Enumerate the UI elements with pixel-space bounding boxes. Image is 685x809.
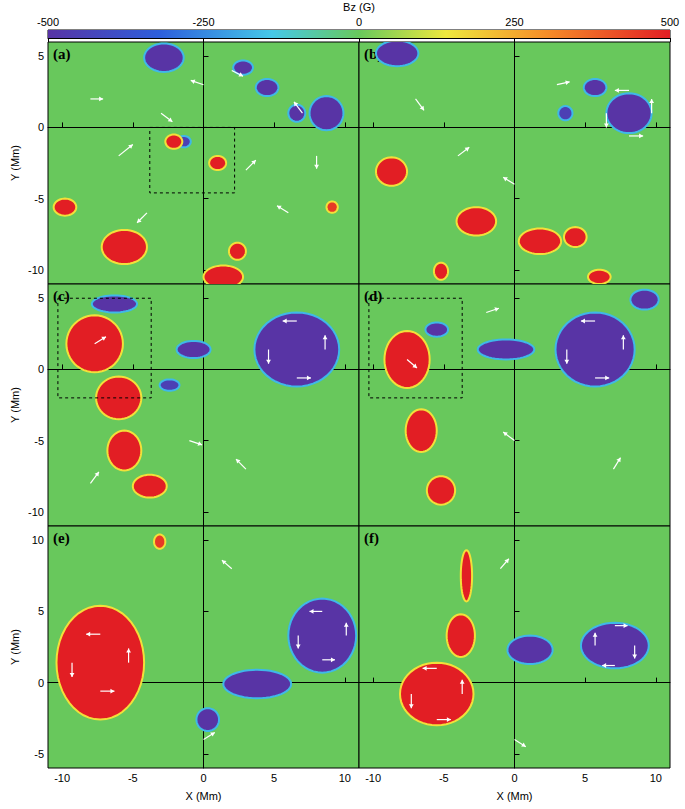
- svg-text:-250: -250: [192, 16, 214, 28]
- svg-text:-10: -10: [28, 506, 44, 518]
- svg-text:-10: -10: [28, 264, 44, 276]
- svg-text:5: 5: [38, 292, 44, 304]
- svg-text:10: 10: [32, 534, 44, 546]
- svg-text:Bz (G): Bz (G): [343, 1, 375, 13]
- svg-text:0: 0: [38, 363, 44, 375]
- svg-text:0: 0: [511, 772, 517, 784]
- svg-text:-5: -5: [34, 748, 44, 760]
- svg-text:5: 5: [38, 50, 44, 62]
- svg-text:Y (Mm): Y (Mm): [9, 629, 21, 665]
- svg-text:X (Mm): X (Mm): [185, 790, 221, 802]
- svg-text:10: 10: [650, 772, 662, 784]
- svg-text:(e): (e): [53, 530, 70, 547]
- svg-text:0: 0: [38, 677, 44, 689]
- svg-text:(d): (d): [364, 288, 382, 305]
- svg-text:0: 0: [38, 121, 44, 133]
- svg-text:5: 5: [271, 772, 277, 784]
- svg-text:250: 250: [505, 16, 523, 28]
- svg-text:(f): (f): [364, 530, 379, 547]
- svg-text:5: 5: [582, 772, 588, 784]
- svg-text:-5: -5: [34, 193, 44, 205]
- svg-text:-5: -5: [34, 435, 44, 447]
- svg-text:-10: -10: [365, 772, 381, 784]
- svg-text:-5: -5: [128, 772, 138, 784]
- svg-text:(b): (b): [364, 45, 383, 62]
- svg-text:5: 5: [38, 605, 44, 617]
- svg-text:500: 500: [661, 16, 679, 28]
- svg-text:Y (Mm): Y (Mm): [9, 387, 21, 423]
- svg-text:(c): (c): [53, 288, 70, 305]
- svg-text:Y (Mm): Y (Mm): [9, 145, 21, 181]
- svg-text:X (Mm): X (Mm): [496, 790, 532, 802]
- svg-text:-5: -5: [439, 772, 449, 784]
- svg-text:10: 10: [339, 772, 351, 784]
- svg-text:(a): (a): [53, 46, 71, 63]
- svg-text:0: 0: [356, 16, 362, 28]
- svg-text:-10: -10: [54, 772, 70, 784]
- svg-text:-500: -500: [37, 16, 59, 28]
- svg-text:0: 0: [200, 772, 206, 784]
